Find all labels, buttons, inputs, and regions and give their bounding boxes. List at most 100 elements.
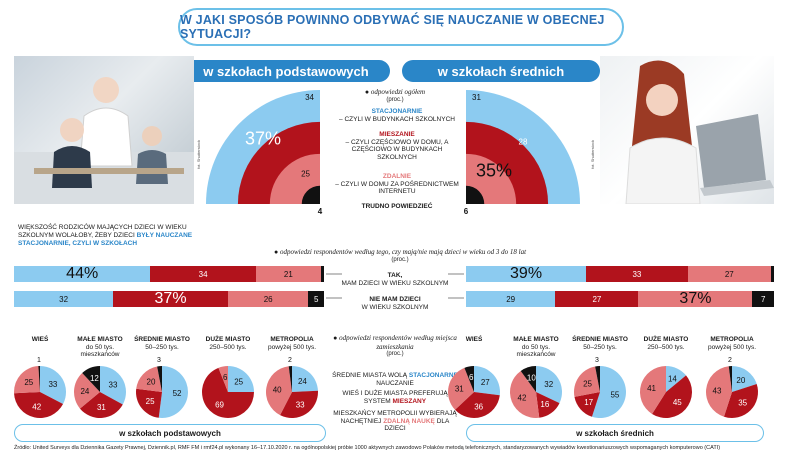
semicircle-left-label-1: 37% [245, 129, 281, 149]
place-label-secondary-4: METROPOLIA powyżej 500 tys. [698, 336, 766, 351]
place-note1a: ŚREDNIE MIASTA WOLĄ [332, 372, 408, 379]
pie-primary-4-slice-label-3: 2 [288, 357, 292, 364]
overall-semicircles: 34 37% 25 4 31 28 35% 6 [206, 90, 580, 216]
pie-secondary-2-slice-1 [574, 392, 600, 417]
pie-secondary-4-slice-3 [728, 366, 732, 392]
place-note2b: MIESZANY [392, 397, 427, 405]
pie-secondary-2-slice-label-3: 3 [595, 357, 599, 364]
semicircle-left-label-3: 4 [318, 207, 323, 216]
pie-secondary-0-slice-label-1: 36 [474, 402, 483, 411]
place-label-primary-2: ŚREDNIE MIASTO 50–250 tys. [128, 336, 196, 351]
pie-primary-2-slice-label-3: 3 [157, 357, 161, 364]
place-note3c: DLA DZIECI [384, 417, 450, 433]
bar-segment-zdalnie: 21 [255, 266, 321, 282]
place-label-primary-4: METROPOLIA powyżej 500 tys. [258, 336, 326, 351]
place-note2a: WIEŚ I DUŻE MIASTA PREFERUJĄ SYSTEM [342, 390, 448, 405]
pie-primary-4-slice-label-2: 40 [273, 385, 282, 394]
legend-remote-desc: – CZYLI W DOMU ZA POŚREDNICTWEM INTERNET… [335, 180, 459, 196]
semicircle-right-label-3: 6 [464, 207, 469, 216]
place-sub: do 50 tys. mieszkańców [80, 343, 120, 359]
place-label-secondary-3: DUŻE MIASTO 250–500 tys. [632, 336, 700, 351]
place-name: METROPOLIA [710, 336, 754, 343]
bar-segment-mieszanie: 27 [555, 291, 639, 307]
pie-secondary-2-slice-label-1: 17 [584, 398, 593, 407]
pie-secondary-0-slice-label-3: 6 [469, 373, 474, 382]
children-heading-unit: (proc.) [391, 256, 409, 263]
pie-primary-2-slice-0 [158, 366, 188, 418]
pie-secondary-3-slice-2 [639, 366, 666, 414]
bar-primary-no: 32 37% 26 5 [14, 290, 324, 307]
bottom-label-primary: w szkołach podstawowych [14, 424, 326, 442]
legend-mixed-desc: – CZYLI CZĘŚCIOWO W DOMU, A CZĘŚCIOWO W … [345, 138, 449, 161]
pie-secondary-0-slice-3 [464, 366, 474, 392]
place-name: DUŻE MIASTO [643, 336, 689, 343]
place-label-primary-1: MAŁE MIASTO do 50 tys. mieszkańców [66, 336, 134, 359]
legend-unsure: TRUDNO POWIEDZIEĆ [361, 203, 433, 210]
bar-segment-stacjonarnie: 39% [466, 265, 587, 282]
row-no-label: NIE MAM DZIECI [369, 296, 421, 303]
pie-primary-4-slice-0 [292, 366, 318, 392]
pie-secondary-2-slice-label-0: 55 [610, 390, 619, 399]
pie-secondary-3-slice-label-2: 41 [647, 384, 656, 393]
parents-note-highlight2: STACJONARNIE, CZYLI W SZKOŁACH [18, 240, 138, 247]
pie-secondary-0-slice-label-0: 27 [481, 378, 490, 387]
pie-secondary-2-slice-2 [574, 366, 600, 397]
pie-primary-3-slice-label-1: 69 [215, 400, 224, 409]
page-title: W JAKI SPOSÓB POWINNO ODBYWAĆ SIĘ NAUCZA… [178, 8, 624, 46]
pie-secondary-4-slice-1 [723, 383, 759, 418]
section-secondary-header: w szkołach średnich [402, 60, 600, 82]
pie-primary-1-slice-label-1: 31 [97, 403, 106, 412]
place-name: ŚREDNIE MIASTO [134, 336, 190, 343]
pie-secondary-0-slice-1 [455, 392, 500, 419]
place-name: WIEŚ [31, 336, 49, 343]
pie-secondary-2-slice-3 [595, 366, 600, 392]
place-heading: odpowiedzi respondentów według miejsca z… [339, 334, 457, 351]
pie-primary-0-slice-label-1: 42 [32, 403, 41, 412]
pie-primary-1-slice-1 [79, 392, 123, 418]
pie-primary-0-slice-1 [14, 392, 64, 418]
parents-note-text: WIĘKSZOŚĆ RODZICÓW MAJĄCYCH DZIECI W WIE… [18, 224, 187, 239]
bar-segment-stacjonarnie: 44% [14, 265, 151, 282]
pie-primary-3-slice-1 [202, 367, 254, 418]
pie-primary-1-slice-label-2: 24 [80, 387, 89, 396]
pie-primary-2-slice-label-2: 20 [147, 378, 156, 387]
pie-primary-2-slice-label-0: 52 [173, 389, 182, 398]
pie-primary-1-slice-3 [82, 366, 100, 392]
place-name: MAŁE MIASTO [513, 336, 559, 343]
row-yes-desc: MAM DZIECI W WIEKU SZKOLNYM [341, 279, 449, 287]
pie-secondary-4-slice-label-0: 20 [736, 376, 745, 385]
pie-secondary-1-slice-3 [520, 366, 536, 392]
semicircle-left-label-2: 25 [301, 170, 310, 179]
pie-secondary-2-slice-label-2: 25 [583, 380, 592, 389]
place-name: WIEŚ [465, 336, 483, 343]
place-label-primary-3: DUŻE MIASTO 250–500 tys. [194, 336, 262, 351]
pie-primary-0-slice-3 [38, 366, 40, 392]
bottom-label-secondary: w szkołach średnich [466, 424, 764, 442]
pie-secondary-1-slice-label-0: 32 [544, 380, 553, 389]
overall-heading-unit: (proc.) [386, 96, 404, 103]
place-note3b: ZDALNĄ NAUKĘ [383, 417, 435, 425]
pie-primary-2-slice-1 [136, 388, 162, 418]
pie-secondary-0-slice-0 [474, 366, 500, 396]
place-heading-unit: (proc.) [386, 351, 404, 357]
pie-primary-4-slice-label-1: 33 [296, 401, 305, 410]
section-primary-header: w szkołach podstawowych [182, 60, 390, 82]
pie-secondary-2-slice-0 [591, 366, 627, 418]
pie-primary-2-slice-2 [136, 366, 162, 392]
pie-primary-3-slice-label-0: 25 [234, 377, 243, 386]
pie-secondary-1-slice-1 [536, 392, 560, 418]
pie-secondary-3-slice-label-1: 45 [673, 398, 682, 407]
bar-segment-mieszanie: 34 [150, 266, 256, 282]
place-label-secondary-2: ŚREDNIE MIASTO 50–250 tys. [566, 336, 634, 351]
source-note: Źródło: United Surveys dla Dziennika Gaz… [14, 445, 721, 451]
place-label-secondary-0: WIEŚ [440, 336, 508, 344]
place-sub: do 50 tys. mieszkańców [516, 343, 556, 359]
bullet-dot-icon: ● [273, 248, 279, 256]
place-note1c: NAUCZANIE [376, 379, 414, 387]
pie-primary-1-slice-label-3: 12 [90, 374, 99, 383]
bar-segment-stacjonarnie: 29 [466, 291, 556, 307]
bar-segment-stacjonarnie: 32 [14, 291, 114, 307]
pie-secondary-3-slice-1 [652, 375, 693, 419]
parents-note: WIĘKSZOŚĆ RODZICÓW MAJĄCYCH DZIECI W WIE… [18, 224, 214, 248]
